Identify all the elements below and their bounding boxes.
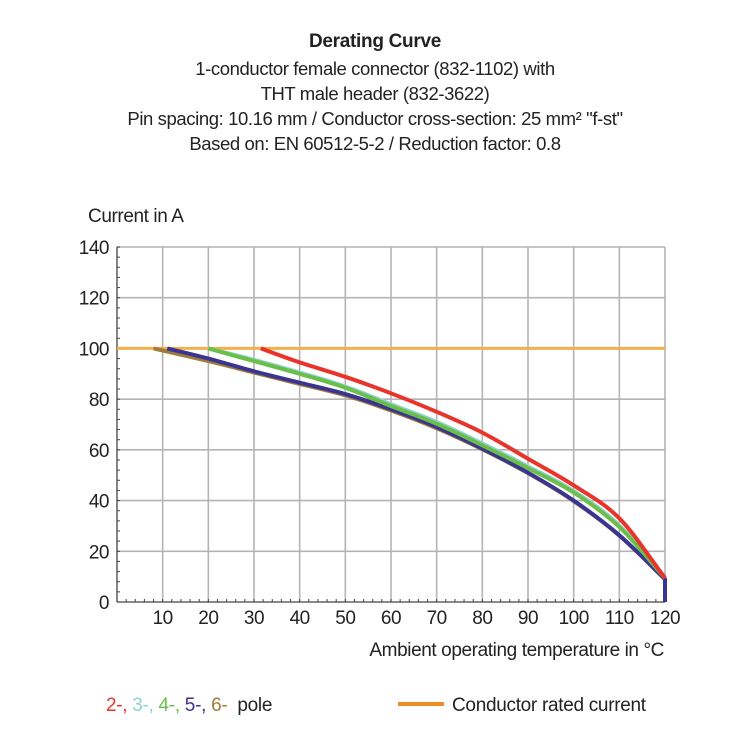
series-lines: [117, 346, 667, 602]
axes: [116, 246, 666, 603]
y-axis-label: Current in A: [88, 206, 184, 227]
series-line-6-pole: [153, 346, 667, 602]
x-tick-label: 30: [244, 608, 264, 629]
x-tick-label: 50: [335, 608, 355, 629]
legend-pole-suffix: pole: [237, 695, 273, 716]
y-tick-label: 140: [79, 238, 109, 259]
title-block: Derating Curve 1-conductor female connec…: [0, 28, 750, 156]
y-tick-label: 120: [79, 289, 109, 310]
y-tick-label: 80: [89, 390, 109, 411]
grid: [117, 246, 666, 602]
x-tick-label: 40: [290, 608, 310, 629]
legend-entry-6-pole: 6-: [211, 695, 228, 716]
y-tick-label: 20: [89, 542, 109, 563]
legend-entry-4-pole: 4-,: [158, 695, 185, 716]
x-tick-label: 100: [559, 608, 589, 629]
y-tick-label: 40: [89, 492, 109, 513]
y-tick-label: 100: [79, 339, 109, 360]
legend-rated-label: Conductor rated current: [452, 695, 646, 716]
series-line-2-pole: [260, 346, 667, 580]
legend-entry-5-pole: 5-,: [184, 695, 212, 716]
legend-entry-3-pole: 3-,: [132, 695, 159, 716]
series-line-4-pole: [207, 346, 667, 580]
x-tick-label: 20: [198, 608, 218, 629]
x-tick-label: 90: [518, 608, 538, 629]
chart-subtitle-line-4: Based on: EN 60512-5-2 / Reduction facto…: [189, 133, 561, 154]
chart-subtitle-line-3: Pin spacing: 10.16 mm / Conductor cross-…: [127, 108, 623, 129]
chart-subtitle-line-1: 1-conductor female connector (832-1102) …: [195, 58, 555, 79]
tick-labels: 10 20 30 40 50 60 70 80 90 100 110 120 0 20 40 60 80 100 1…: [79, 238, 681, 629]
legend-rated-current: Conductor rated current: [398, 695, 646, 717]
y-tick-label: 60: [89, 441, 109, 462]
chart-subtitle-line-2: THT male header (832-3622): [260, 83, 490, 104]
x-axis-label: Ambient operating temperature in °C: [369, 640, 664, 661]
y-tick-label: 0: [99, 593, 109, 614]
x-tick-label: 120: [650, 608, 680, 629]
legend-rated-swatch: [398, 701, 444, 706]
legend-poles: 2-, 3-, 4-, 5-, 6- pole: [106, 695, 272, 717]
x-tick-label: 110: [605, 608, 634, 629]
derating-chart: Current in A Ambient operating temperatu…: [79, 206, 681, 661]
x-tick-label: 80: [472, 608, 492, 629]
legend-entry-2-pole: 2-,: [106, 695, 133, 716]
x-tick-label: 10: [153, 608, 173, 629]
series-line-5-pole: [166, 346, 667, 602]
x-tick-label: 70: [427, 608, 447, 629]
x-tick-label: 60: [381, 608, 401, 629]
chart-title: Derating Curve: [308, 31, 441, 52]
